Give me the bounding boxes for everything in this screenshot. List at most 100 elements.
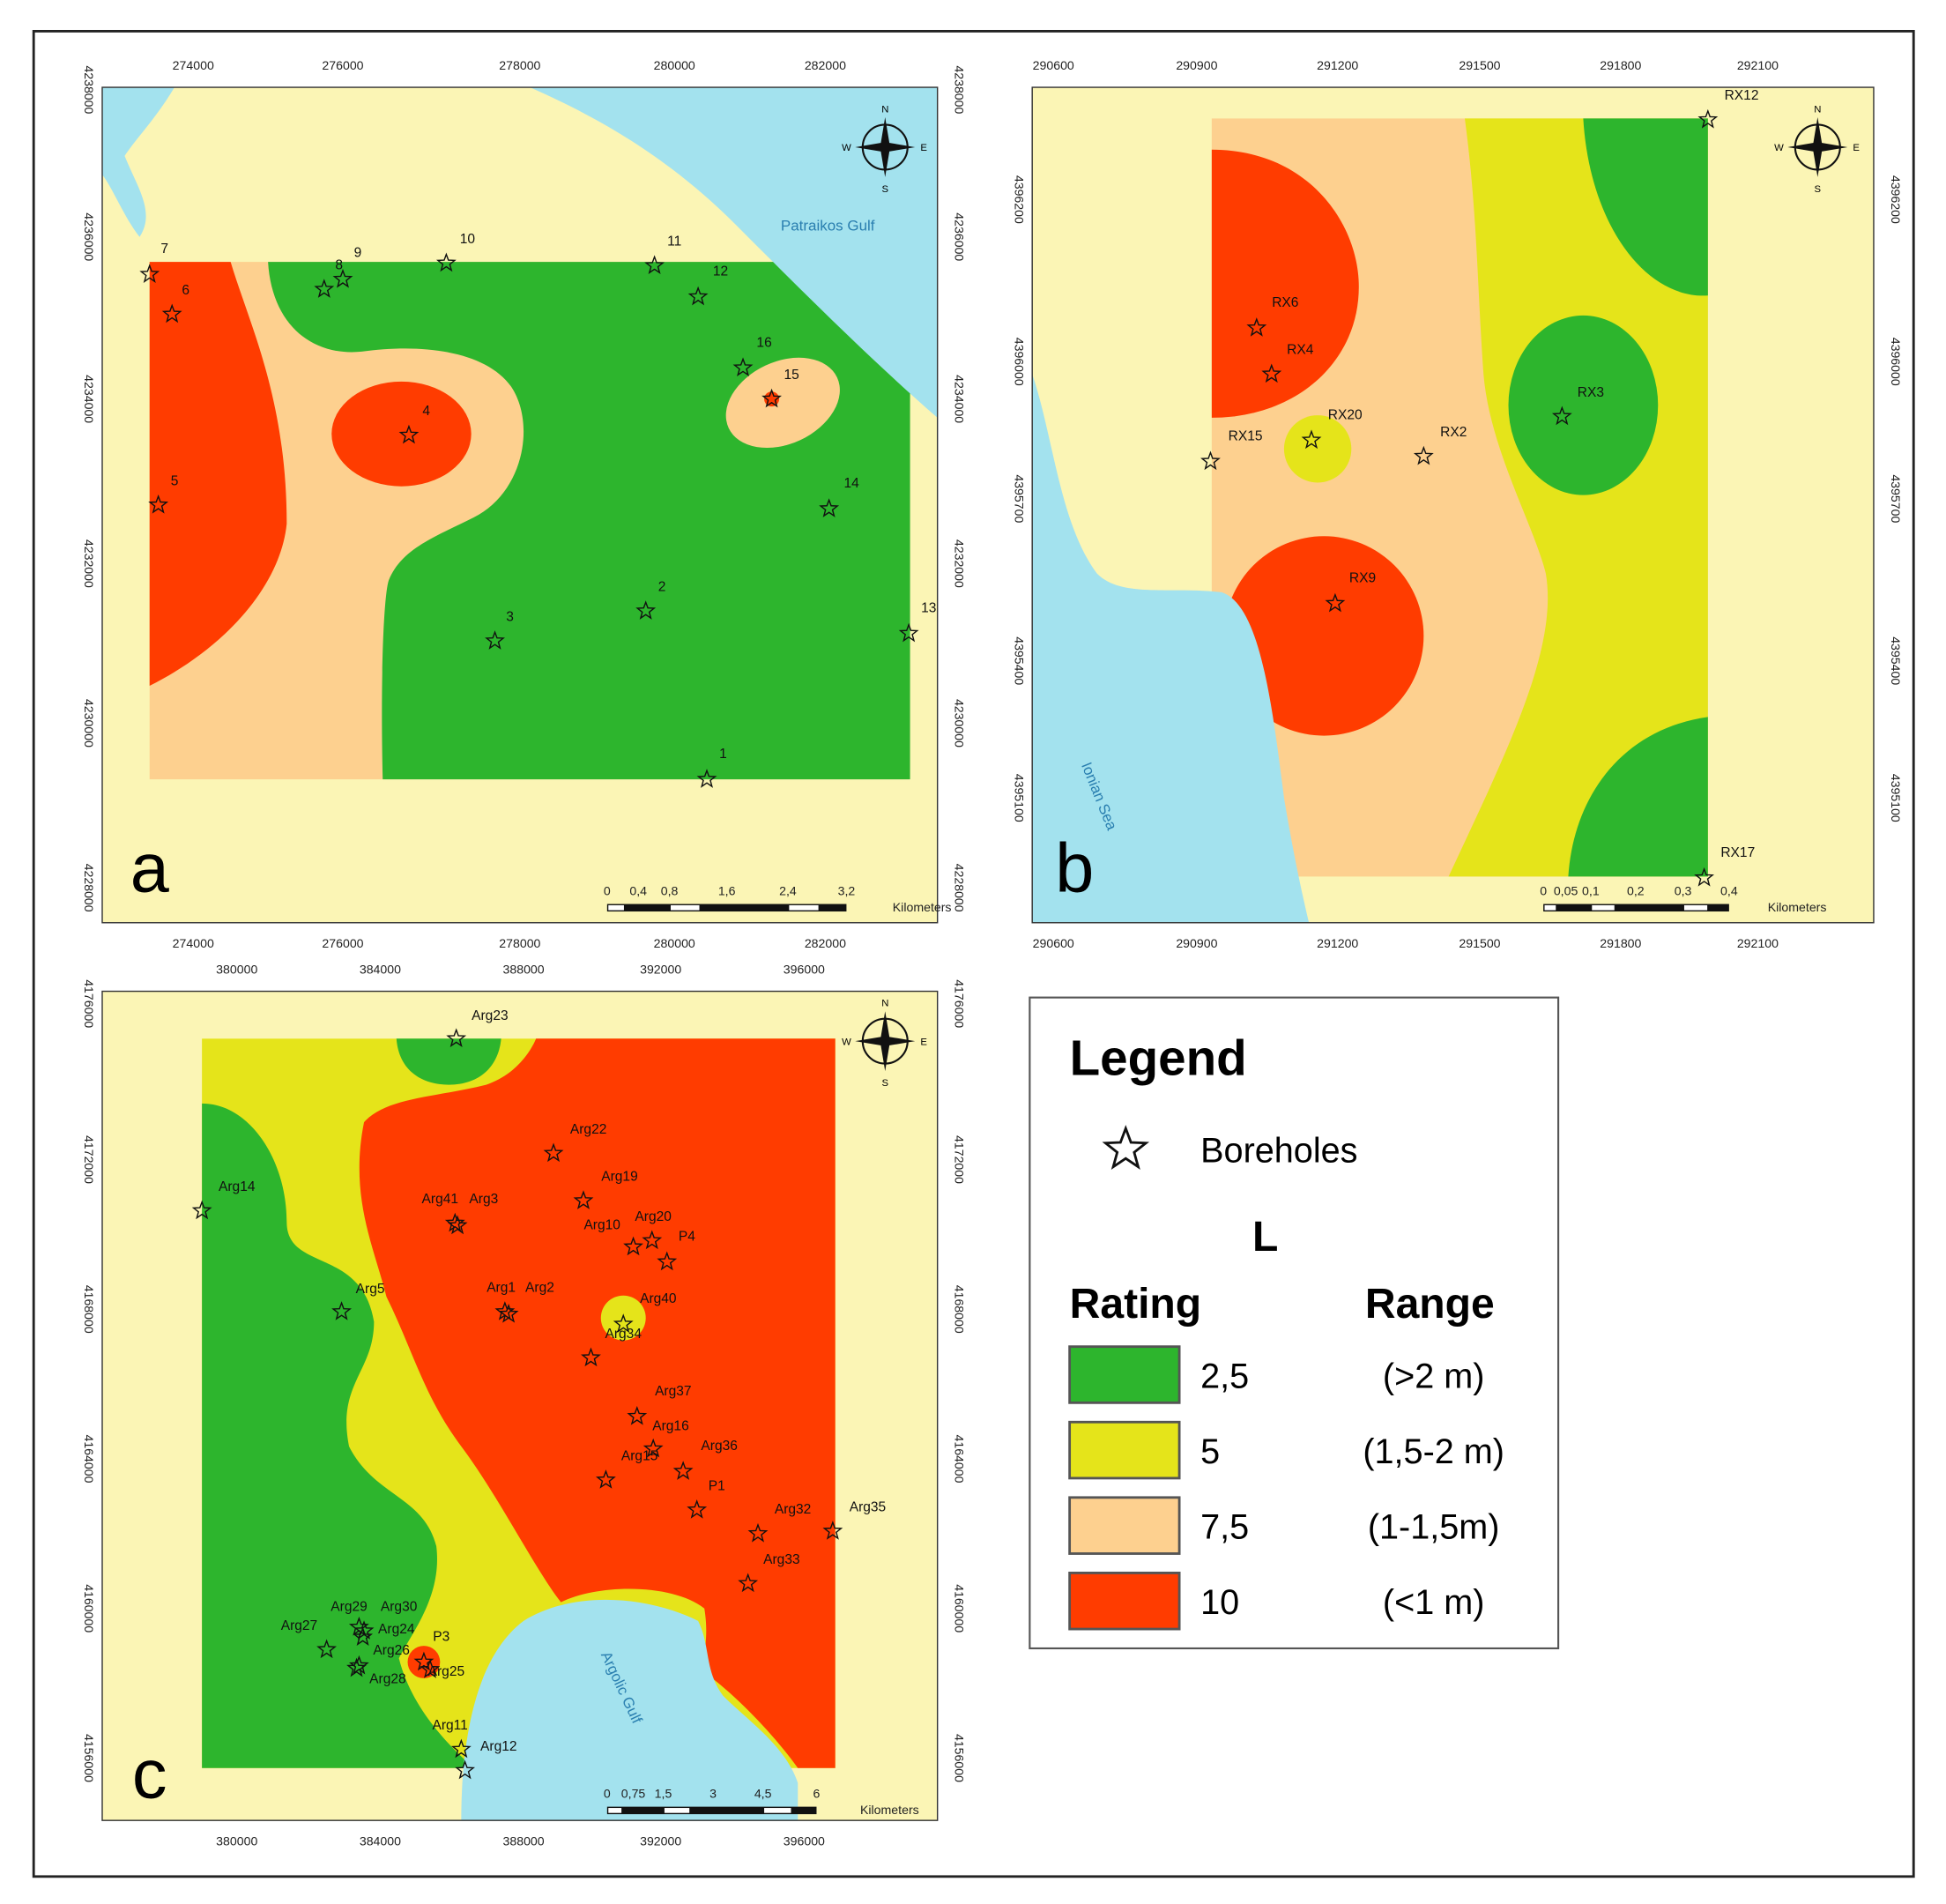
borehole-marker: [1694, 866, 1714, 887]
borehole-label: 2: [658, 580, 666, 595]
compass-letter: W: [842, 143, 851, 153]
water: [1032, 374, 1310, 923]
borehole-label: Arg25: [428, 1664, 465, 1679]
panel-b: [1031, 86, 1875, 924]
panel-letter: a: [130, 828, 170, 906]
borehole-marker: [635, 600, 657, 620]
borehole-label: Arg19: [601, 1170, 638, 1185]
zone: [725, 357, 840, 449]
borehole-label: RX20: [1328, 407, 1363, 422]
borehole-label: Arg11: [432, 1718, 467, 1733]
compass-letter: W: [1774, 143, 1784, 153]
y-tick-label: 4232000: [952, 539, 966, 588]
scale-label: 0: [1540, 884, 1547, 898]
legend-rating: 10: [1200, 1583, 1239, 1622]
borehole-marker: [657, 1251, 678, 1271]
y-tick-label: 4176000: [952, 979, 966, 1028]
x-tick-label: 280000: [654, 936, 695, 950]
y-tick-label: 4396000: [1889, 338, 1903, 386]
borehole-label: 10: [460, 232, 476, 247]
borehole-label: Arg34: [605, 1327, 642, 1342]
y-tick-label: 4230000: [82, 699, 96, 747]
x-tick-label: 388000: [503, 1833, 545, 1848]
borehole-label: RX17: [1720, 845, 1755, 860]
borehole-label: Arg10: [583, 1218, 620, 1233]
legend-title: Legend: [1070, 1030, 1247, 1085]
scale-bar-segment: [608, 1808, 622, 1813]
borehole-label: Arg41: [422, 1192, 459, 1207]
x-tick-label: 290900: [1176, 936, 1217, 950]
borehole-marker: [687, 286, 709, 306]
borehole-label: 12: [713, 264, 728, 279]
scale-bar: [1543, 904, 1729, 912]
compass-letter: S: [1815, 184, 1822, 195]
borehole-marker: [613, 1313, 634, 1333]
compass-letter: E: [920, 1037, 927, 1047]
borehole-marker: [191, 1200, 212, 1220]
legend-range-header: Range: [1365, 1280, 1495, 1328]
x-tick-label: 384000: [360, 1833, 401, 1848]
borehole-label: RX6: [1272, 295, 1298, 310]
x-tick-label: 388000: [503, 963, 545, 977]
x-tick-label: 280000: [654, 58, 695, 72]
y-tick-label: 4236000: [952, 212, 966, 261]
borehole-marker: [596, 1469, 616, 1489]
scale-label: 0,3: [1675, 884, 1692, 898]
scale-unit: Kilometers: [893, 900, 952, 914]
borehole-marker: [455, 1759, 476, 1780]
borehole-label: Arg5: [356, 1282, 385, 1297]
borehole-marker: [314, 279, 335, 298]
y-tick-label: 4395400: [1889, 636, 1903, 685]
borehole-label: 3: [506, 609, 514, 624]
map-frame: [101, 990, 939, 1821]
scale-unit: Kilometers: [860, 1803, 919, 1817]
map-frame: [101, 86, 939, 924]
x-tick-label: 278000: [499, 936, 540, 950]
x-tick-label: 290600: [1033, 58, 1074, 72]
legend-rating: 7,5: [1200, 1508, 1249, 1547]
scale-label: 0: [604, 1787, 611, 1801]
x-tick-label: 291200: [1317, 58, 1358, 72]
borehole-label: P1: [709, 1478, 725, 1493]
legend-range: (1-1,5m): [1368, 1508, 1500, 1547]
borehole-marker: [761, 388, 782, 408]
borehole-marker: [642, 1230, 663, 1250]
borehole-marker: [644, 255, 665, 275]
borehole-label: 1: [719, 747, 727, 762]
scale-bar: [606, 1806, 817, 1815]
borehole-label: 9: [354, 245, 362, 260]
borehole-marker: [331, 1301, 352, 1320]
borehole-marker: [687, 1499, 708, 1519]
zone: [1224, 536, 1424, 736]
x-tick-label: 274000: [173, 936, 214, 950]
borehole-label: RX4: [1287, 343, 1314, 358]
y-tick-label: 4236000: [82, 212, 96, 261]
borehole-marker: [346, 1657, 367, 1677]
compass-letter: E: [920, 143, 927, 153]
x-tick-label: 380000: [216, 1833, 257, 1848]
y-tick-label: 4230000: [952, 699, 966, 747]
x-tick-label: 384000: [360, 963, 401, 977]
x-tick-label: 291500: [1459, 936, 1500, 950]
x-tick-label: 276000: [322, 58, 363, 72]
borehole-marker: [738, 1573, 759, 1593]
y-tick-label: 4232000: [82, 539, 96, 588]
borehole-label: Arg22: [570, 1122, 607, 1137]
legend-swatch: [1068, 1571, 1181, 1631]
panel-a: [101, 86, 939, 924]
compass-rose: [855, 117, 916, 177]
y-tick-label: 4160000: [952, 1584, 966, 1633]
x-tick-label: 392000: [640, 963, 681, 977]
borehole-marker: [444, 1212, 465, 1232]
x-tick-label: 291800: [1600, 58, 1641, 72]
borehole-label: Arg37: [655, 1384, 692, 1399]
scale-bar-segment: [664, 1808, 690, 1813]
borehole-label: RX9: [1349, 571, 1376, 586]
y-tick-label: 4396200: [1012, 175, 1026, 224]
borehole-marker: [450, 1738, 472, 1759]
y-tick-label: 4160000: [82, 1584, 96, 1633]
scale-label: 0,1: [1582, 884, 1600, 898]
borehole-label: Arg30: [381, 1600, 418, 1615]
legend-range: (<1 m): [1383, 1583, 1484, 1622]
